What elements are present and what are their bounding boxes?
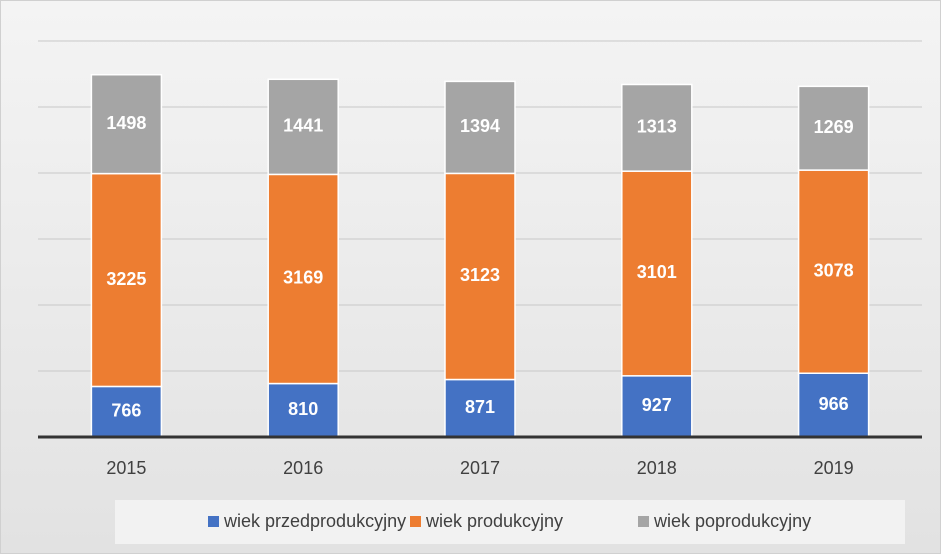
data-label: 927 [642, 395, 672, 415]
bar-segment [797, 85, 870, 171]
bar-segment [621, 83, 693, 172]
bar-segment [444, 80, 516, 175]
bar-segment [797, 169, 870, 374]
data-label: 810 [288, 399, 318, 419]
bar-segment [444, 378, 516, 438]
data-label: 1498 [106, 113, 146, 133]
data-label: 3123 [460, 265, 500, 285]
data-label: 3225 [106, 269, 146, 289]
data-label: 766 [111, 400, 141, 420]
data-label: 3101 [637, 262, 677, 282]
bar-segment [797, 372, 870, 438]
legend-background [115, 500, 905, 544]
legend-swatch [208, 516, 219, 527]
legend-label: wiek poprodukcyjny [653, 511, 811, 531]
legend-label: wiek przedprodukcyjny [223, 511, 406, 531]
x-tick-label: 2016 [283, 458, 323, 478]
data-label: 966 [819, 394, 849, 414]
bar-segment [90, 172, 163, 388]
data-label: 1441 [283, 116, 323, 136]
bar-segment [621, 170, 693, 377]
x-tick-label: 2015 [106, 458, 146, 478]
x-tick-label: 2019 [814, 458, 854, 478]
data-label: 871 [465, 397, 495, 417]
data-label: 3078 [814, 260, 854, 280]
bar-segment [267, 78, 339, 176]
bar-segment [267, 173, 339, 385]
legend-label: wiek produkcyjny [425, 511, 563, 531]
data-label: 1394 [460, 116, 500, 136]
data-label: 1269 [814, 117, 854, 137]
legend-swatch [638, 516, 649, 527]
data-label: 1313 [637, 117, 677, 137]
x-tick-label: 2018 [637, 458, 677, 478]
data-label: 3169 [283, 268, 323, 288]
legend-swatch [410, 516, 421, 527]
bar-segment [444, 172, 516, 381]
x-tick-label: 2017 [460, 458, 500, 478]
bar-segment [90, 73, 163, 175]
